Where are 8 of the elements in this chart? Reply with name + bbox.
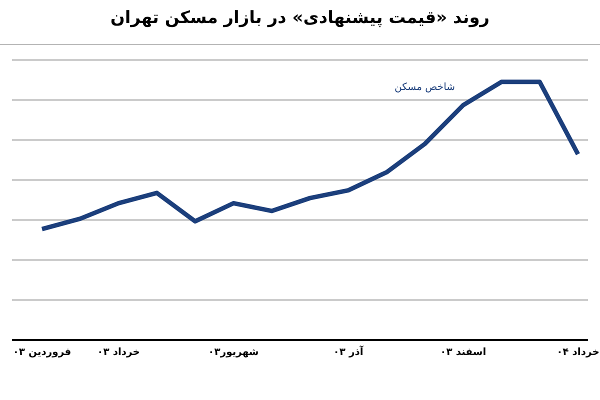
x-tick-label: شهریور۰۳ xyxy=(208,347,259,358)
x-tick-label: اسفند ۰۳ xyxy=(440,347,486,358)
series-label: شاخص مسکن xyxy=(394,82,455,93)
x-tick-label: آذر ۰۳ xyxy=(333,345,364,358)
chart-title: روند «قیمت پیشنهادی» در بازار مسکن تهران xyxy=(109,8,491,28)
x-tick-label: فروردین ۰۳ xyxy=(12,347,72,358)
x-tick-label: خرداد ۰۳ xyxy=(97,347,140,358)
x-tick-label: خرداد ۰۴ xyxy=(556,347,600,358)
